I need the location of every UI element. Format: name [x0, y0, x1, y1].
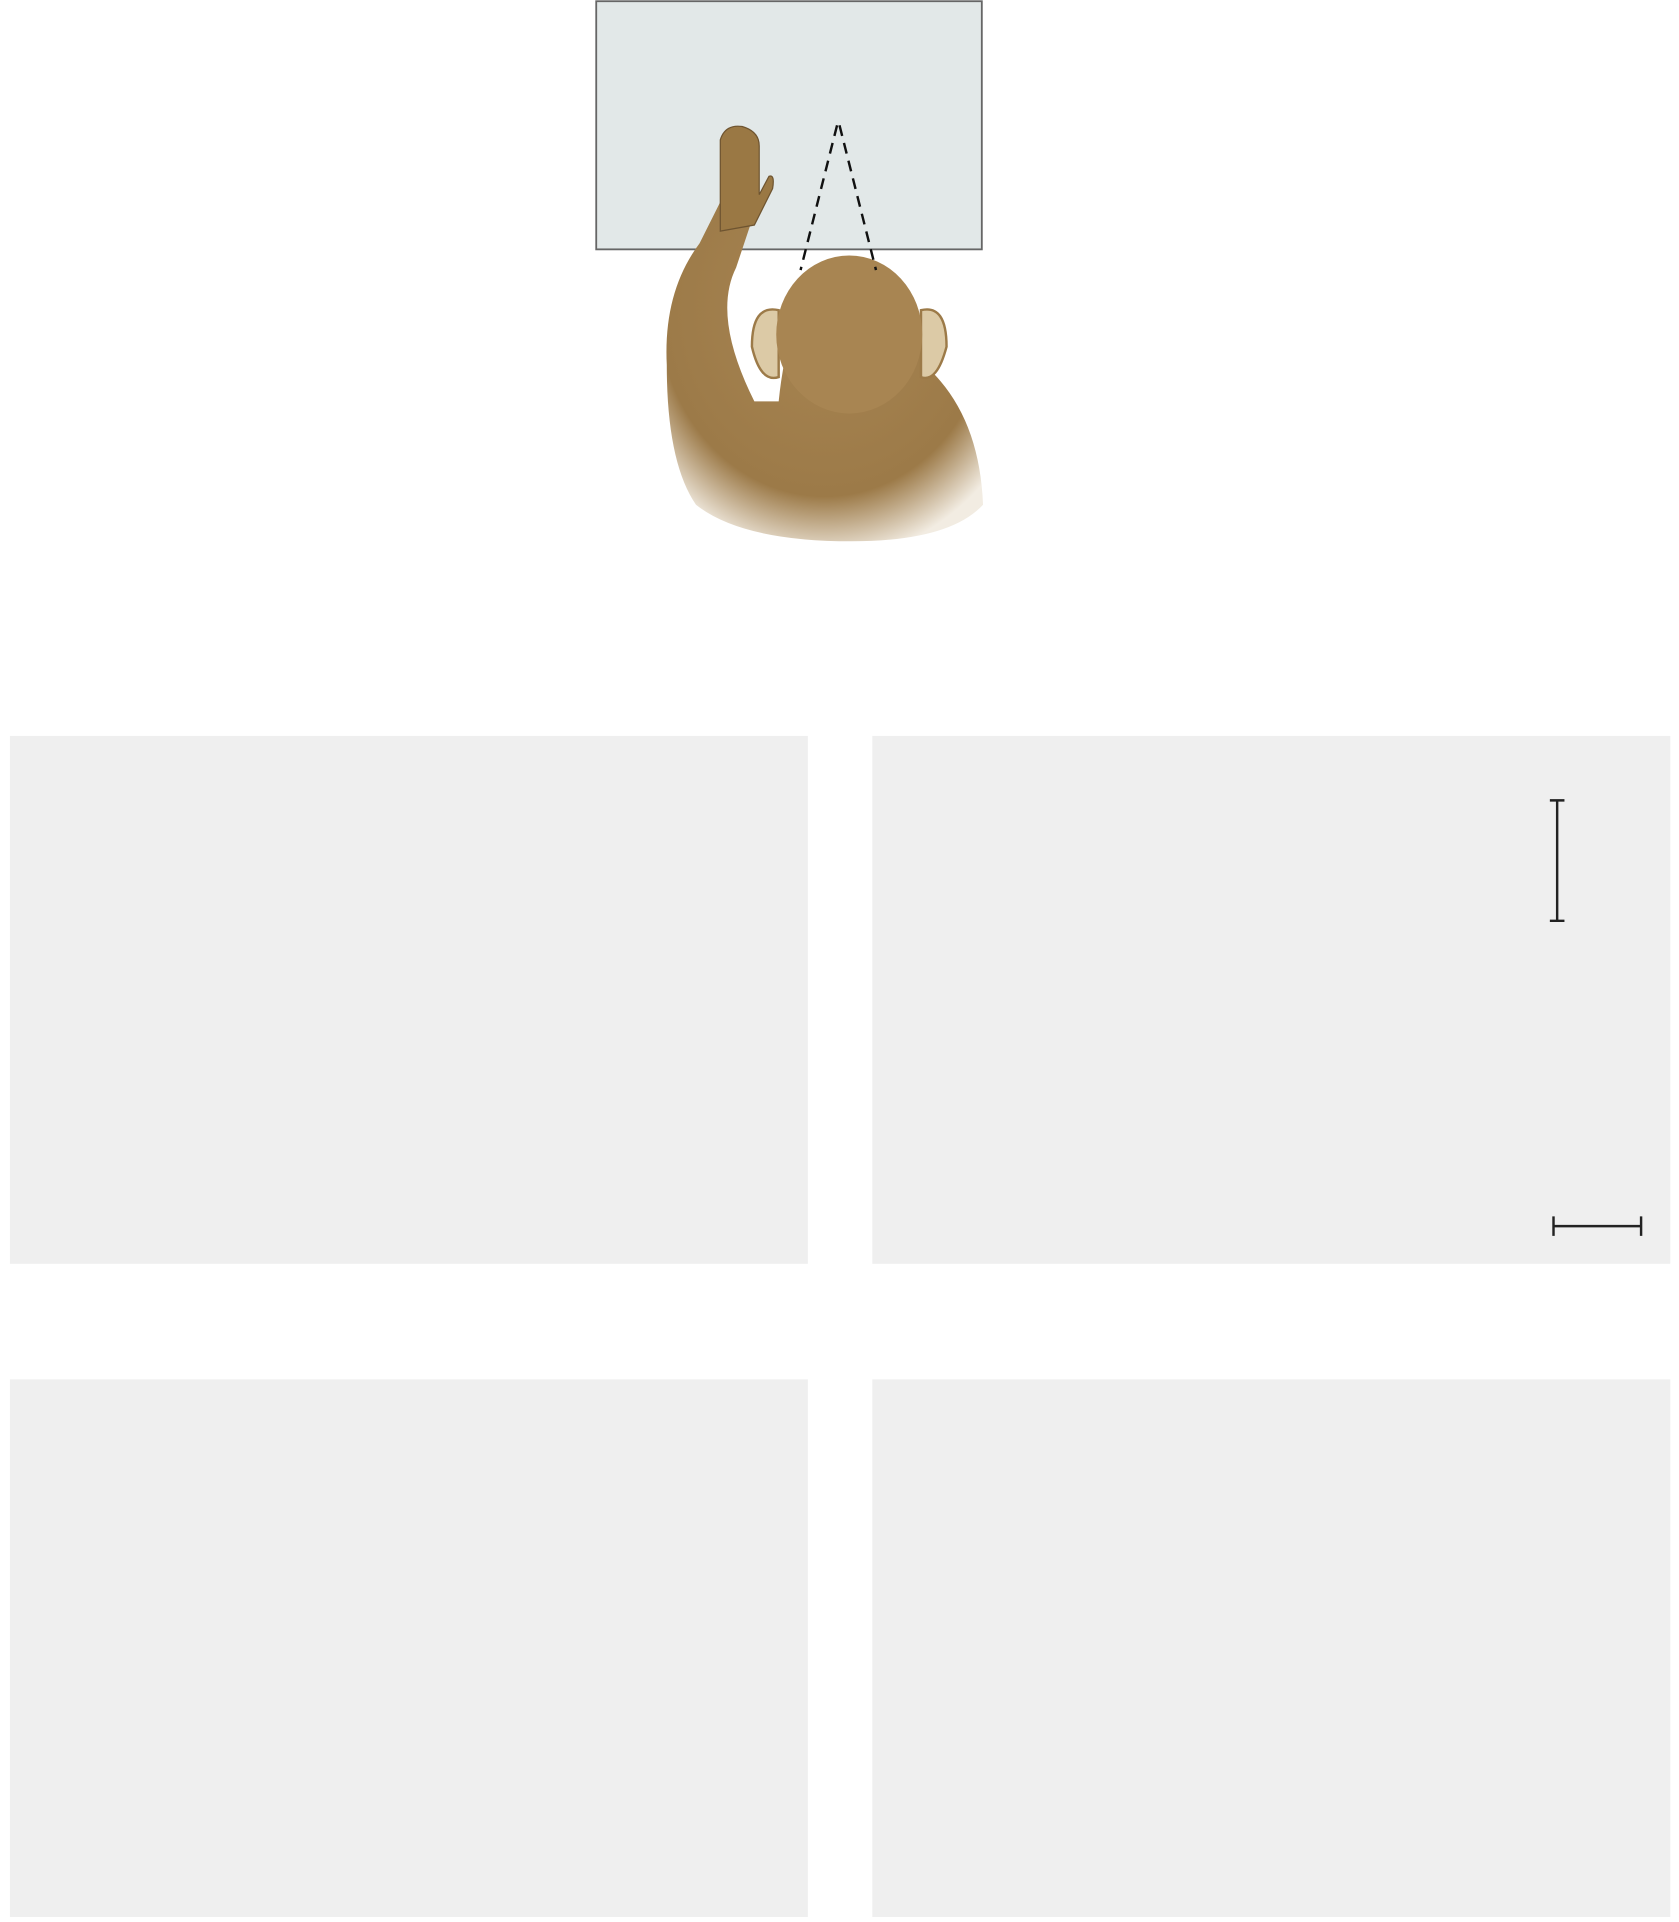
panel-bg — [9, 735, 808, 1264]
rate-scale-bar — [1549, 799, 1565, 923]
monkey-hand — [719, 125, 774, 232]
monkey-diagram — [595, 0, 984, 542]
time-scale-bar — [1552, 1216, 1643, 1236]
panel-bg — [872, 1379, 1671, 1917]
panel-bg — [9, 1379, 808, 1917]
gaze-line — [799, 124, 839, 271]
monkey-head — [776, 255, 923, 414]
scale-bars — [1549, 799, 1643, 1236]
panel-bg — [872, 735, 1671, 1264]
gaze-line — [838, 124, 878, 271]
monkey-ears — [750, 308, 948, 380]
target-board — [595, 0, 983, 251]
